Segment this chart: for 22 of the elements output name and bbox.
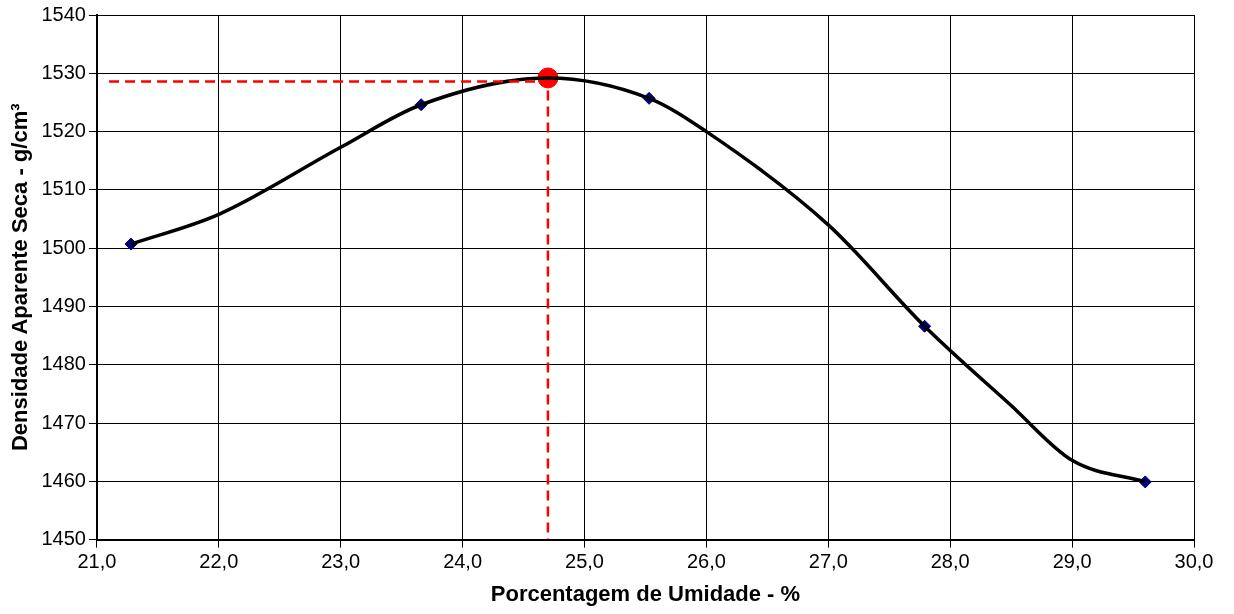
x-tick-label: 26,0	[686, 550, 726, 573]
x-tick-label: 27,0	[808, 550, 848, 573]
y-tick-label: 1510	[41, 177, 86, 200]
x-axis-title: Porcentagem de Umidade - %	[490, 580, 801, 606]
x-tick-label: 23,0	[321, 550, 361, 573]
y-tick-label: 1490	[41, 293, 86, 316]
y-tick-label: 1470	[41, 410, 86, 433]
y-tick-label: 1520	[41, 119, 86, 142]
y-tick-label: 1460	[41, 468, 86, 491]
y-tick-label: 1480	[41, 352, 86, 375]
y-tick-label: 1540	[41, 2, 86, 25]
y-axis-title: Densidade Aparente Seca - g/cm³	[7, 103, 33, 452]
x-tick-label: 21,0	[77, 550, 117, 573]
x-tick-label: 22,0	[199, 550, 239, 573]
y-tick-label: 1500	[41, 235, 86, 258]
x-tick-label: 24,0	[443, 550, 483, 573]
x-tick-label: 29,0	[1052, 550, 1092, 573]
x-tick-label: 30,0	[1174, 550, 1214, 573]
x-tick-label: 25,0	[565, 550, 604, 573]
x-tick-label: 28,0	[930, 550, 970, 573]
y-tick-label: 1450	[41, 527, 86, 550]
y-tick-label: 1530	[41, 60, 86, 83]
